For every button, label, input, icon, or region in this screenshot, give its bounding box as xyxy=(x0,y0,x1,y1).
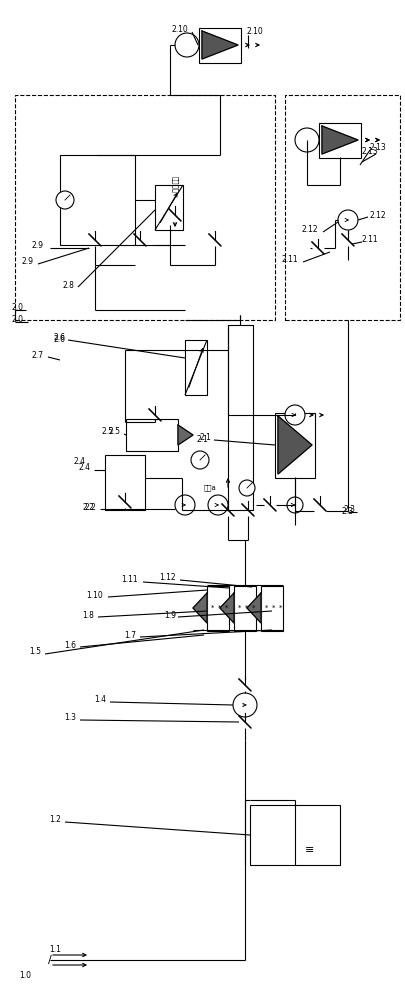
Bar xyxy=(198,28,241,63)
Text: 2.1: 2.1 xyxy=(196,436,207,444)
Text: *: * xyxy=(218,605,221,611)
Circle shape xyxy=(232,693,256,717)
Text: 2.3: 2.3 xyxy=(341,508,353,516)
Text: 压缩空气: 压缩空气 xyxy=(171,176,178,194)
Polygon shape xyxy=(192,593,207,623)
Text: 1.4: 1.4 xyxy=(94,696,106,704)
Circle shape xyxy=(207,495,228,515)
Text: 2.10: 2.10 xyxy=(246,27,263,36)
Text: 2.0: 2.0 xyxy=(12,316,24,324)
Text: 2.4: 2.4 xyxy=(79,464,91,473)
Bar xyxy=(155,185,183,230)
Polygon shape xyxy=(202,31,237,59)
Text: *: * xyxy=(279,605,282,611)
Bar xyxy=(207,586,228,631)
Text: 2.9: 2.9 xyxy=(32,240,44,249)
Text: 2.9: 2.9 xyxy=(22,257,34,266)
Text: *: * xyxy=(245,605,248,611)
Text: 1.8: 1.8 xyxy=(82,610,94,619)
Text: 1.9: 1.9 xyxy=(164,610,175,619)
Text: 2.4: 2.4 xyxy=(74,458,86,466)
Bar xyxy=(274,413,314,478)
Text: 2.5: 2.5 xyxy=(109,428,121,436)
Circle shape xyxy=(175,495,194,515)
Text: 2.6: 2.6 xyxy=(54,336,66,344)
Text: ≡: ≡ xyxy=(305,845,314,855)
Polygon shape xyxy=(246,593,260,623)
Bar xyxy=(249,805,339,865)
Polygon shape xyxy=(220,593,233,623)
Bar xyxy=(260,586,282,631)
Text: *: * xyxy=(238,605,241,611)
Text: 1.7: 1.7 xyxy=(124,631,136,640)
Bar xyxy=(126,419,177,451)
Text: 1.6: 1.6 xyxy=(64,641,76,650)
Polygon shape xyxy=(177,425,192,445)
Text: 1.10: 1.10 xyxy=(86,590,103,599)
Text: 1.12: 1.12 xyxy=(159,574,176,582)
Text: 2.2: 2.2 xyxy=(82,504,94,512)
Bar xyxy=(60,155,135,245)
Text: *: * xyxy=(264,605,268,611)
Circle shape xyxy=(294,128,318,152)
Text: 2.8: 2.8 xyxy=(62,280,74,290)
Circle shape xyxy=(190,451,209,469)
Circle shape xyxy=(239,480,254,496)
Circle shape xyxy=(175,33,198,57)
Polygon shape xyxy=(321,126,357,154)
Polygon shape xyxy=(277,416,311,474)
Text: *: * xyxy=(225,605,228,611)
Text: 2.7: 2.7 xyxy=(32,351,44,360)
Bar xyxy=(185,340,207,395)
Bar xyxy=(318,123,360,158)
Text: *: * xyxy=(272,605,275,611)
Text: 2.3: 2.3 xyxy=(343,506,355,514)
Text: 2.2: 2.2 xyxy=(84,502,96,512)
Text: 2.13: 2.13 xyxy=(361,147,377,156)
Text: *: * xyxy=(211,605,214,611)
Circle shape xyxy=(337,210,357,230)
Text: 2.12: 2.12 xyxy=(301,226,318,234)
Bar xyxy=(228,325,252,510)
Bar xyxy=(105,455,145,510)
Text: 1.3: 1.3 xyxy=(64,714,76,722)
Text: 1.2: 1.2 xyxy=(49,816,61,824)
Bar xyxy=(284,95,399,320)
Circle shape xyxy=(286,497,302,513)
Text: 2.0: 2.0 xyxy=(12,304,24,312)
Text: 2.11: 2.11 xyxy=(361,235,377,244)
Text: *: * xyxy=(252,605,255,611)
Bar xyxy=(15,95,274,320)
Text: 1.0: 1.0 xyxy=(19,970,31,980)
Text: 1.5: 1.5 xyxy=(29,648,41,656)
Text: 污泥a: 污泥a xyxy=(203,485,216,491)
Text: 1.1: 1.1 xyxy=(49,946,61,954)
Text: 2.13: 2.13 xyxy=(369,143,386,152)
Text: 1.11: 1.11 xyxy=(122,576,138,584)
Text: 2.5: 2.5 xyxy=(102,428,114,436)
Text: 2.11: 2.11 xyxy=(281,255,298,264)
Text: 2.1: 2.1 xyxy=(198,434,211,442)
Text: 2.10: 2.10 xyxy=(171,25,188,34)
Circle shape xyxy=(284,405,304,425)
Bar xyxy=(233,586,256,631)
Text: 2.6: 2.6 xyxy=(54,334,66,342)
Circle shape xyxy=(56,191,74,209)
Text: /: / xyxy=(48,955,52,965)
Text: 2.12: 2.12 xyxy=(369,211,386,220)
